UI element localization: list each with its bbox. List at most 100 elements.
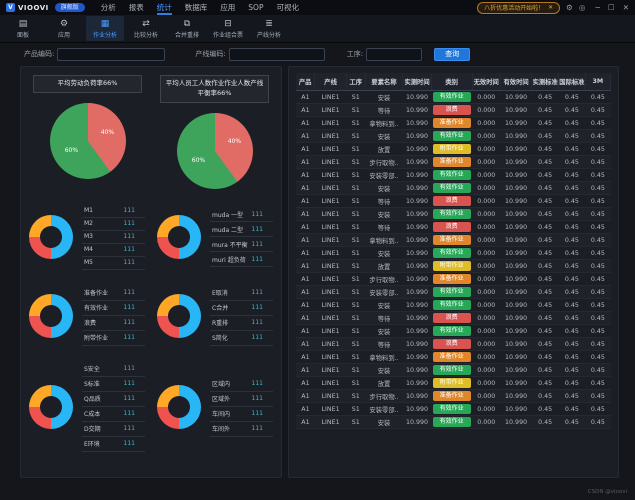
table-cell: LINE1 <box>315 416 346 429</box>
table-row[interactable]: A1LINE1S1放置10.990附带作业0.00010.9900.450.45… <box>296 260 611 273</box>
table-cell: 10.990 <box>500 182 531 195</box>
table-row[interactable]: A1LINE1S1安装零部..10.990有效作业0.00010.9900.45… <box>296 286 611 299</box>
toolbar-item-作业组合票[interactable]: ⊟作业组合票 <box>209 16 247 41</box>
table-row[interactable]: A1LINE1S1安装零部..10.990有效作业0.00010.9900.45… <box>296 403 611 416</box>
process-input[interactable] <box>366 48 422 61</box>
table-row[interactable]: A1LINE1S1等待10.990浪费0.00010.9900.450.450.… <box>296 195 611 208</box>
minimize-button[interactable]: ─ <box>595 3 600 12</box>
table-row[interactable]: A1LINE1S1等待10.990浪费0.00010.9900.450.450.… <box>296 221 611 234</box>
filter-group-process: 工序: <box>347 48 422 61</box>
作业组合票-icon: ⊟ <box>224 19 232 29</box>
menu-item-统计[interactable]: 统计 <box>157 0 172 15</box>
table-row[interactable]: A1LINE1S1安装零部..10.990有效作业0.00010.9900.45… <box>296 169 611 182</box>
table-cell: 0.45 <box>532 312 559 325</box>
table-cell: 0.45 <box>532 247 559 260</box>
table-cell: 0.45 <box>585 143 610 156</box>
promo-close-icon[interactable]: ✕ <box>548 4 553 11</box>
table-cell: 0.000 <box>472 143 500 156</box>
table-cell: A1 <box>296 338 315 351</box>
donut-legend-5: 区域内111区域外111车间内111车间外111 <box>210 377 273 437</box>
menu-item-报表[interactable]: 报表 <box>129 0 144 15</box>
legend-label: 有效作业 <box>84 303 108 312</box>
table-cell: 浪费 <box>431 195 472 208</box>
menu-item-应用[interactable]: 应用 <box>220 0 235 15</box>
product-code-input[interactable] <box>57 48 165 61</box>
donut-legend-0: M1111M2111M3111M4111M5111 <box>82 205 145 270</box>
table-cell: 0.45 <box>559 312 586 325</box>
table-row[interactable]: A1LINE1S1安装10.990有效作业0.00010.9900.450.45… <box>296 416 611 429</box>
column-header-实测时间: 实测时间 <box>403 73 431 91</box>
toolbar-item-合并重排[interactable]: ⧉合并重排 <box>168 16 206 41</box>
table-row[interactable]: A1LINE1S1安装10.990有效作业0.00010.9900.450.45… <box>296 182 611 195</box>
menu-item-分析[interactable]: 分析 <box>101 0 116 15</box>
table-row[interactable]: A1LINE1S1安装10.990有效作业0.00010.9900.450.45… <box>296 208 611 221</box>
menu-item-SOP[interactable]: SOP <box>248 0 263 15</box>
legend-label: E取消 <box>212 288 228 297</box>
table-cell: 10.990 <box>500 351 531 364</box>
table-row[interactable]: A1LINE1S1安装10.990有效作业0.00010.9900.450.45… <box>296 325 611 338</box>
table-row[interactable]: A1LINE1S1等待10.990浪费0.00010.9900.450.450.… <box>296 312 611 325</box>
table-cell: LINE1 <box>315 286 346 299</box>
table-row[interactable]: A1LINE1S1安装10.990有效作业0.00010.9900.450.45… <box>296 130 611 143</box>
toolbar-item-比较分析[interactable]: ⇄比较分析 <box>127 16 165 41</box>
about-icon[interactable]: ◎ <box>579 3 586 12</box>
table-cell: 0.45 <box>585 234 610 247</box>
table-cell: 0.000 <box>472 286 500 299</box>
table-cell: 10.990 <box>500 117 531 130</box>
menu-item-可视化[interactable]: 可视化 <box>276 0 299 15</box>
table-cell: 0.000 <box>472 351 500 364</box>
table-row[interactable]: A1LINE1S1等待10.990浪费0.00010.9900.450.450.… <box>296 338 611 351</box>
legend-item: 有效作业111 <box>82 301 145 316</box>
menu-item-数据库[interactable]: 数据库 <box>185 0 208 15</box>
table-row[interactable]: A1LINE1S1步行取物..10.990准备作业0.00010.9900.45… <box>296 390 611 403</box>
table-cell: A1 <box>296 390 315 403</box>
table-cell: 0.45 <box>532 221 559 234</box>
toolbar-item-面板[interactable]: ▤面板 <box>4 16 42 41</box>
table-row[interactable]: A1LINE1S1安装10.990有效作业0.00010.9900.450.45… <box>296 91 611 104</box>
donut-cell-1: muda 一型111muda 二型111mura 不平衡111muri 超负荷1… <box>157 205 273 270</box>
table-cell: LINE1 <box>315 247 346 260</box>
settings-icon[interactable]: ⚙ <box>566 3 573 12</box>
legend-value: 111 <box>124 220 135 227</box>
search-button[interactable]: 查询 <box>434 48 470 61</box>
table-row[interactable]: A1LINE1S1安装10.990有效作业0.00010.9900.450.45… <box>296 247 611 260</box>
table-cell: 10.990 <box>500 156 531 169</box>
logo-text: VIOOVI <box>18 4 49 12</box>
table-cell: 10.990 <box>500 377 531 390</box>
legend-item: M3111 <box>82 231 145 244</box>
table-row[interactable]: A1LINE1S1拿物料到..10.990准备作业0.00010.9900.45… <box>296 234 611 247</box>
table-row[interactable]: A1LINE1S1拿物料到..10.990准备作业0.00010.9900.45… <box>296 117 611 130</box>
toolbar-item-作业分析[interactable]: ▦作业分析 <box>86 16 124 41</box>
maximize-button[interactable]: ☐ <box>608 3 615 12</box>
table-row[interactable]: A1LINE1S1步行取物..10.990准备作业0.00010.9900.45… <box>296 156 611 169</box>
table-row[interactable]: A1LINE1S1步行取物..10.990准备作业0.00010.9900.45… <box>296 273 611 286</box>
table-cell: LINE1 <box>315 221 346 234</box>
table-cell: 有效作业 <box>431 208 472 221</box>
table-row[interactable]: A1LINE1S1安装10.990有效作业0.00010.9900.450.45… <box>296 299 611 312</box>
close-button[interactable]: ✕ <box>623 3 629 12</box>
table-cell: LINE1 <box>315 234 346 247</box>
toolbar-item-应用[interactable]: ⚙应用 <box>45 16 83 41</box>
toolbar-item-产线分析[interactable]: ≣产线分析 <box>250 16 288 41</box>
table-cell: 0.45 <box>532 325 559 338</box>
legend-label: 浪费 <box>84 318 96 327</box>
table-row[interactable]: A1LINE1S1拿物料到..10.990准备作业0.00010.9900.45… <box>296 351 611 364</box>
table-cell: A1 <box>296 117 315 130</box>
legend-value: 111 <box>124 319 135 326</box>
legend-value: 111 <box>124 246 135 253</box>
promo-banner[interactable]: 八折优惠活动开始啦！ ✕ <box>477 2 560 14</box>
table-row[interactable]: A1LINE1S1放置10.990附带作业0.00010.9900.450.45… <box>296 377 611 390</box>
比较分析-icon: ⇄ <box>142 19 150 29</box>
table-row[interactable]: A1LINE1S1等待10.990浪费0.00010.9900.450.450.… <box>296 104 611 117</box>
table-cell: A1 <box>296 403 315 416</box>
line-code-input[interactable] <box>229 48 325 61</box>
table-row[interactable]: A1LINE1S1放置10.990附带作业0.00010.9900.450.45… <box>296 143 611 156</box>
table-cell: 安装 <box>365 364 403 377</box>
table-cell: 0.45 <box>532 390 559 403</box>
table-row[interactable]: A1LINE1S1安装10.990有效作业0.00010.9900.450.45… <box>296 364 611 377</box>
legend-item: 车间外111 <box>210 422 273 437</box>
table-cell: 0.45 <box>585 364 610 377</box>
table-cell: 0.45 <box>559 273 586 286</box>
pie-chart-0: 40%60% <box>50 103 126 179</box>
table-cell: A1 <box>296 286 315 299</box>
